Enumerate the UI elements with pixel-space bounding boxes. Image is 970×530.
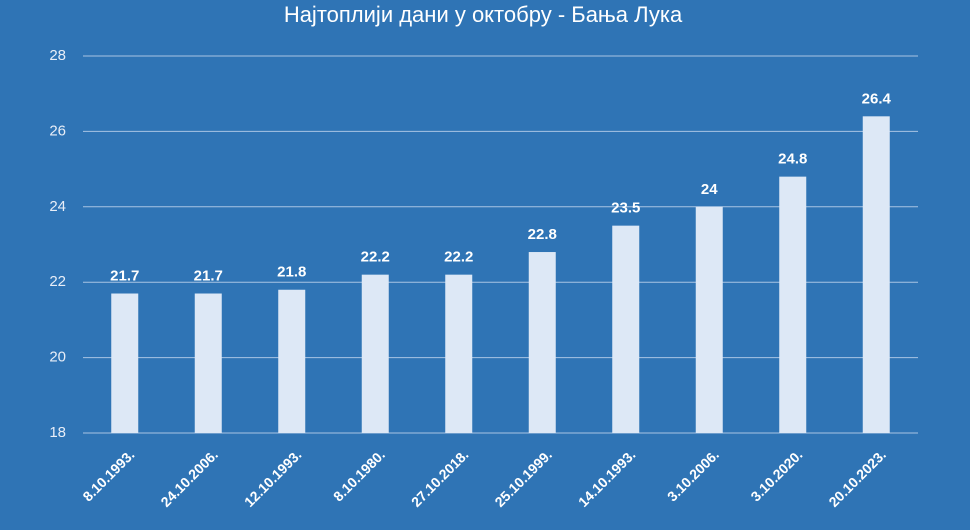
bar (111, 293, 139, 433)
value-label: 24.8 (778, 151, 807, 168)
bar (695, 206, 723, 433)
bar (445, 274, 473, 433)
bar (361, 274, 389, 433)
value-label: 24 (701, 181, 718, 198)
bar (278, 289, 306, 433)
value-label: 22.2 (361, 249, 390, 266)
y-tick-label: 18 (49, 424, 66, 441)
y-tick-label: 24 (49, 198, 66, 215)
value-label: 22.8 (528, 226, 557, 243)
value-label: 22.2 (444, 249, 473, 266)
y-tick-label: 22 (49, 273, 66, 290)
chart-title: Најтоплији дани у октобру - Бања Лука (284, 2, 683, 27)
bar (862, 116, 890, 433)
value-label: 21.8 (277, 264, 306, 281)
value-label: 21.7 (110, 267, 139, 284)
bar (612, 225, 640, 433)
bar (194, 293, 222, 433)
value-label: 23.5 (611, 200, 640, 217)
value-label: 21.7 (194, 267, 223, 284)
y-tick-label: 20 (49, 349, 66, 366)
bar (528, 252, 556, 433)
y-tick-label: 26 (49, 122, 66, 139)
value-label: 26.4 (862, 90, 892, 107)
y-tick-label: 28 (49, 47, 66, 64)
bar (779, 176, 807, 433)
